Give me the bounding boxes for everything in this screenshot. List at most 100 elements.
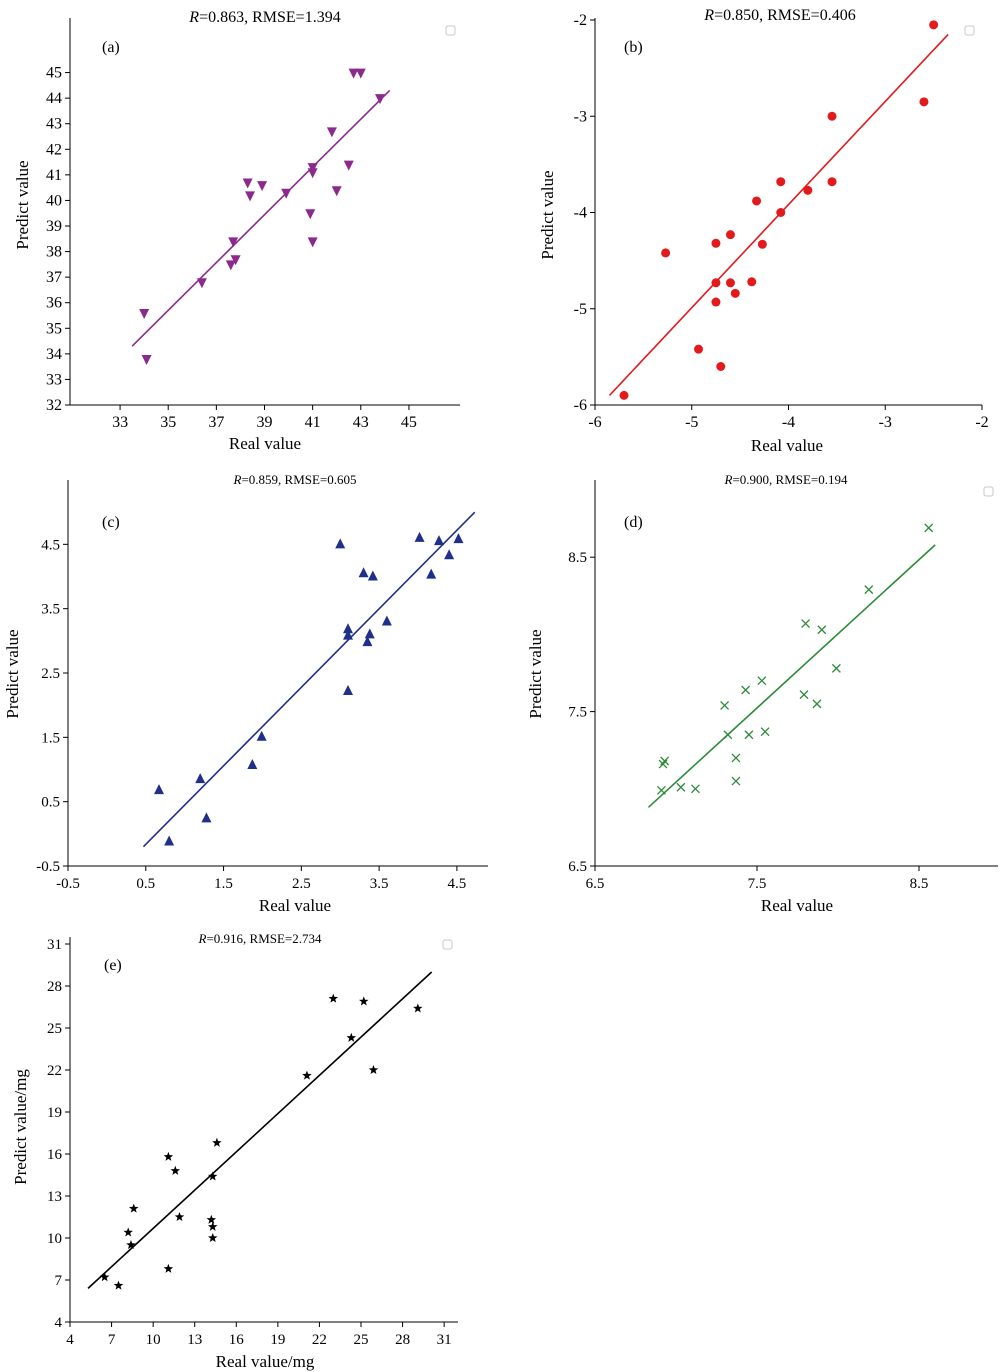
title-r: R (188, 9, 199, 26)
data-point (326, 127, 337, 138)
data-point (242, 178, 253, 189)
data-point (694, 344, 704, 354)
panel-d: 6.5 7.5 8.5 6.5 7.5 8.5 R=0.900, RMSE=0.194 (d)… (526, 472, 998, 915)
x-axis-label: Real value (761, 896, 833, 915)
panel-label: (a) (102, 39, 120, 56)
data-point (256, 730, 267, 741)
data-point (827, 111, 837, 121)
data-point (929, 20, 939, 30)
x-tick-label: 25 (354, 1332, 369, 1348)
x-tick-label: 3.5 (370, 876, 389, 892)
data-point (335, 538, 346, 549)
x-tick-label: 37 (208, 414, 224, 431)
y-axis-label: Predict value (13, 160, 32, 249)
x-tick-label: 19 (270, 1332, 285, 1348)
data-point (307, 163, 318, 174)
data-point (413, 1003, 423, 1013)
data-point (245, 191, 256, 202)
y-tick-label: 31 (47, 937, 62, 953)
data-point (434, 535, 444, 546)
chart-title: R=0.859, RMSE=0.605 (232, 472, 356, 487)
y-tick-label: 36 (46, 295, 62, 312)
data-point (328, 993, 339, 1003)
title-r: R (232, 472, 241, 487)
data-point (760, 727, 770, 737)
y-tick-label: 0.5 (41, 795, 60, 811)
y-tick-label: 38 (46, 244, 62, 261)
data-point (207, 1233, 218, 1243)
title-stats: =0.850, RMSE=0.406 (714, 7, 856, 24)
y-tick-label: -6 (574, 397, 587, 414)
data-point (444, 549, 455, 560)
data-point (799, 690, 809, 700)
data-point (619, 390, 629, 400)
data-point (364, 628, 375, 639)
y-tick-label: -0.5 (36, 859, 60, 875)
data-point (170, 1165, 181, 1175)
data-point (307, 168, 318, 179)
data-point (368, 1065, 379, 1075)
data-point (716, 362, 726, 371)
title-stats: =0.900, RMSE=0.194 (732, 472, 848, 487)
x-tick-label: 1.5 (214, 876, 233, 892)
x-tick-label: 0.5 (136, 876, 155, 892)
fit-line (647, 544, 936, 808)
data-point (201, 812, 212, 823)
data-point (228, 237, 239, 248)
y-tick-label: 19 (47, 1105, 62, 1121)
x-tick-label: -5 (685, 414, 698, 431)
data-point (730, 288, 740, 298)
data-point (725, 230, 735, 240)
fit-line (131, 89, 391, 347)
panel-e: 4 7 10 13 16 19 22 25 28 31 4 7 10 13 16 19 22 25 28 31 R=0.… (11, 931, 458, 1371)
data-point (711, 238, 721, 248)
y-tick-label: 1.5 (41, 730, 60, 746)
data-point (128, 1203, 139, 1213)
x-tick-label: -6 (588, 414, 601, 431)
chart-title: R=0.850, RMSE=0.406 (703, 7, 855, 24)
data-point (803, 185, 813, 195)
data-point (343, 685, 353, 696)
y-tick-label: -5 (574, 301, 587, 318)
data-point (99, 1272, 110, 1282)
y-tick-label: -4 (574, 205, 587, 222)
y-tick-label: 7 (55, 1273, 63, 1289)
y-tick-label: 32 (46, 397, 62, 414)
data-point (801, 619, 811, 629)
x-tick-label: -4 (782, 414, 795, 431)
data-point (207, 1221, 218, 1231)
legend-box (442, 939, 453, 950)
x-tick-label: -0.5 (56, 876, 80, 892)
chart-title: R=0.900, RMSE=0.194 (723, 472, 848, 487)
data-point (741, 685, 751, 695)
y-tick-label: 35 (46, 320, 62, 337)
data-point (305, 209, 316, 220)
y-tick-label: 3.5 (41, 602, 60, 618)
chart-title: R=0.863, RMSE=1.394 (188, 9, 340, 26)
x-tick-label: 31 (437, 1332, 452, 1348)
data-point (154, 784, 164, 795)
x-tick-label: 8.5 (910, 876, 929, 892)
data-point (343, 160, 354, 171)
data-point (207, 1171, 218, 1181)
data-point (723, 730, 733, 740)
x-tick-label: -3 (879, 414, 892, 431)
title-r: R (197, 931, 206, 946)
data-point (163, 1263, 174, 1273)
x-tick-label: 4 (66, 1332, 74, 1348)
data-point (141, 354, 152, 365)
data-point (690, 784, 700, 794)
panel-a: 33 35 37 39 41 43 45 32 33 34 35 36 37 38 39 40 41 42 43 44… (13, 9, 460, 453)
y-tick-label: -2 (574, 12, 587, 29)
y-tick-label: 39 (46, 218, 62, 235)
data-point (281, 188, 292, 199)
data-point (225, 260, 236, 271)
fit-line (142, 511, 476, 848)
chart-title: R=0.916, RMSE=2.734 (197, 931, 322, 946)
data-point (731, 776, 741, 786)
data-point (776, 177, 786, 187)
data-point (359, 996, 369, 1006)
y-axis-label: Predict value (526, 629, 545, 718)
legend-box (445, 25, 456, 36)
